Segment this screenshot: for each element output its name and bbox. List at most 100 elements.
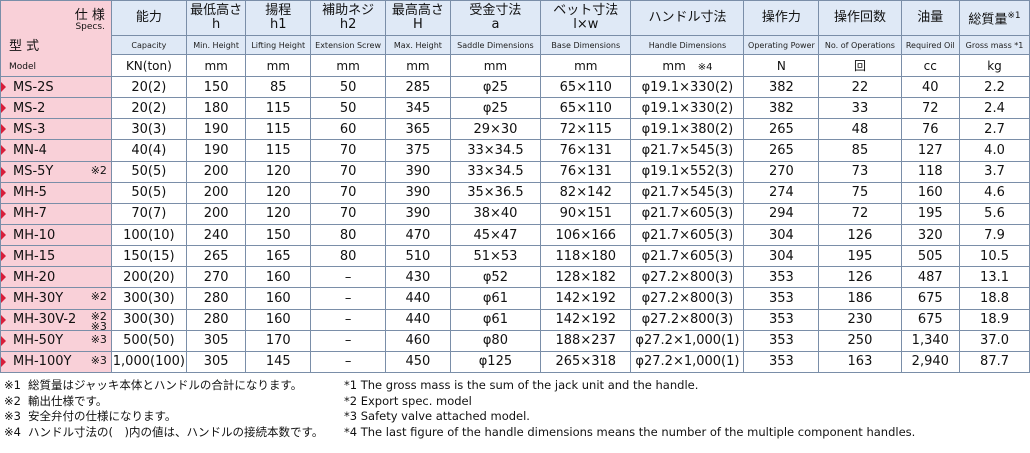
value-cell: 280 [185,308,247,331]
column-title: 最低高さ [190,3,243,18]
value-cell: 50(5) [110,181,187,204]
value-cell: φ27.2×800(3) [630,266,745,289]
column-title: 能力 [135,10,162,25]
value-cell: 33×34.5 [449,139,542,162]
value-cell: 2.7 [959,118,1030,141]
value-cell: 230 [818,308,902,331]
column-header-en: Lifting Height [245,35,312,55]
value-cell: 190 [185,139,247,162]
value-cell: 30(3) [110,118,187,141]
model-cell: MS-2 [0,97,112,120]
footnote: ※1 総質量はジャッキ本体とハンドルの合計になります。 *1 The gross m… [4,378,1024,394]
row-marker-icon [1,208,6,219]
column-unit: mm [540,54,632,77]
value-cell: 126 [818,266,902,289]
value-cell: 65×110 [540,75,632,99]
value-cell: 18.9 [959,308,1030,331]
value-cell: 29×30 [449,118,542,141]
value-cell: 285 [385,75,451,99]
value-cell: 160 [245,266,312,289]
value-cell: φ21.7×605(3) [630,223,745,247]
column-unit-text: mm [662,58,686,73]
column-title: ベット寸法 [553,3,619,18]
column-title: 最高高さ [391,3,444,18]
model-name: MH-100Y [13,354,72,370]
value-cell: 4.0 [959,139,1030,162]
value-cell: 120 [245,202,312,225]
row-marker-icon [1,230,6,241]
column-symbol: h2 [339,17,357,32]
table-row: MH-5 50(5) 200 120 70 390 35×36.5 82×142 φ21.7×5… [0,181,1030,204]
footnote: ※3 安全弁付の仕様になります。 *3 Safety valve attached … [4,409,1024,425]
value-cell: 126 [818,223,902,247]
value-cell: 115 [245,97,312,120]
value-cell: 18.8 [959,287,1030,310]
value-cell: 353 [743,287,820,310]
value-cell: 305 [185,350,247,374]
column-header-en: Extension Screw [310,35,387,55]
value-cell: 294 [743,202,820,225]
footnote-jp: 総質量はジャッキ本体とハンドルの合計になります。 [28,378,303,392]
column-unit-text: N [776,58,786,73]
value-cell: φ61 [449,308,542,331]
value-cell: 353 [743,350,820,374]
table-row: MH-10 100(10) 240 150 80 470 45×47 106×166 φ21.7… [0,223,1030,247]
value-cell: 120 [245,181,312,204]
spec-table: 仕 様 Specs. 型 式 Model 能力 最低高さ h 揚程 h1 補助ネジ h2 最高… [0,0,1030,374]
value-cell: 90×151 [540,202,632,225]
value-cell: 305 [185,329,247,352]
value-cell: 142×192 [540,287,632,310]
table-row: MH-100Y ※3 1,000(100) 305 145–450 φ125 265×318… [0,350,1030,374]
value-cell: 510 [385,245,451,268]
table-row: MS-2S 20(2) 150 85 50 285 φ25 65×110 φ19.1×330(2… [0,75,1030,99]
value-cell: 195 [900,202,961,225]
value-cell: φ19.1×330(2) [630,75,745,99]
value-cell: 200 [185,160,247,183]
value-cell: 76 [900,118,961,141]
value-cell: 118×180 [540,245,632,268]
footnote-en: *1 The gross mass is the sum of the jack… [344,378,699,392]
column-header: 能力 [110,0,187,36]
spec-table-body: MS-2S 20(2) 150 85 50 285 φ25 65×110 φ19.1×330(2… [0,75,1030,374]
value-cell: – [310,350,387,374]
model-cell: MH-10 [0,223,112,247]
column-unit: N [743,54,820,77]
value-cell: 150 [185,75,247,99]
column-unit: mm ※4 [630,54,745,77]
value-cell: 487 [900,266,961,289]
column-title-mark: ※1 [1007,10,1021,21]
value-cell: 22 [818,75,902,99]
value-cell: 675 [900,287,961,310]
value-cell: 142×192 [540,308,632,331]
value-cell: 265 [743,139,820,162]
footnote-en: *3 Safety valve attached model. [344,409,530,423]
value-cell: 115 [245,139,312,162]
column-header: 補助ネジ h2 [310,0,387,36]
model-cell: MN-4 [0,139,112,162]
value-cell: 118 [900,160,961,183]
column-unit-text: cc [923,58,937,73]
footnote-en: *2 Export spec. model [344,393,472,408]
value-cell: 188×237 [540,329,632,352]
value-cell: 48 [818,118,902,141]
model-label: 型 式 [9,39,40,54]
model-name: MS-2 [13,100,46,116]
value-cell: 500(50) [110,329,187,352]
row-marker-icon [1,166,6,177]
column-header-en: Capacity [110,35,187,55]
value-cell: 382 [743,75,820,99]
column-unit-text: mm [574,58,598,73]
value-cell: 240 [185,223,247,247]
row-marker-icon [1,82,6,93]
value-cell: 20(2) [110,75,187,99]
column-unit-text: mm [336,58,360,73]
column-header-en: Operating Power [743,35,820,55]
column-header-en: Max. Height [385,35,451,55]
model-cell: MS-2S [0,75,112,99]
value-cell: φ21.7×605(3) [630,245,745,268]
footnote-jp: ハンドル寸法の( )内の値は、ハンドルの接続本数です。 [28,424,324,439]
value-cell: 304 [743,245,820,268]
value-cell: – [310,287,387,310]
value-cell: 450 [385,350,451,374]
value-cell: 250 [818,329,902,352]
